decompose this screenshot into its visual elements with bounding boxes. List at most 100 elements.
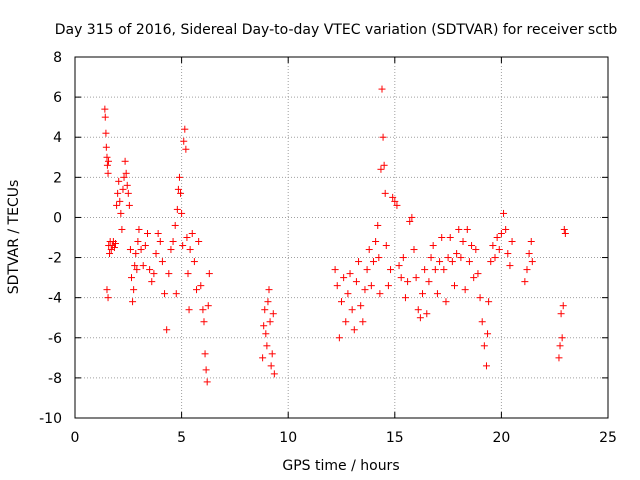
data-point — [384, 282, 392, 290]
data-point — [106, 250, 114, 258]
data-point — [103, 161, 111, 169]
data-point — [521, 278, 529, 286]
data-point — [442, 298, 450, 306]
y-tick-label: -4 — [48, 291, 62, 307]
data-point — [205, 270, 213, 278]
data-point — [156, 238, 164, 246]
data-point — [559, 302, 567, 310]
data-point — [264, 298, 272, 306]
data-point — [118, 225, 126, 233]
data-point — [408, 213, 416, 221]
data-point — [438, 234, 446, 241]
data-point — [122, 169, 130, 177]
y-tick-label: -10 — [39, 411, 62, 427]
data-point — [181, 125, 189, 133]
data-point — [433, 290, 441, 298]
data-point — [528, 258, 536, 266]
data-point — [463, 225, 471, 233]
data-point — [389, 193, 397, 201]
data-point — [146, 266, 154, 274]
data-point — [103, 153, 111, 161]
data-point — [472, 246, 480, 254]
x-tick-label: 25 — [599, 430, 617, 446]
data-point — [367, 282, 375, 290]
data-point — [154, 229, 162, 237]
data-point — [179, 242, 187, 250]
data-point — [399, 254, 407, 262]
data-point — [393, 201, 401, 209]
data-point — [167, 246, 175, 254]
y-tick-label: -8 — [48, 371, 62, 387]
data-point — [148, 278, 156, 286]
data-point — [125, 201, 133, 209]
data-point — [137, 246, 145, 254]
plot-frame — [74, 56, 609, 419]
data-point — [556, 342, 564, 350]
data-point — [116, 197, 124, 205]
data-point — [357, 302, 365, 310]
data-point — [484, 330, 492, 338]
data-point — [419, 290, 427, 298]
data-point — [361, 286, 369, 294]
data-point — [104, 157, 112, 165]
data-point — [269, 310, 277, 318]
data-points — [101, 85, 569, 386]
data-point — [338, 298, 345, 306]
y-tick-label: -2 — [48, 251, 62, 267]
data-point — [158, 258, 166, 266]
data-point — [266, 318, 274, 326]
x-tick-label: 15 — [386, 430, 404, 446]
data-point — [506, 262, 514, 270]
data-point — [171, 221, 179, 229]
grid — [75, 57, 608, 418]
data-point — [459, 238, 467, 246]
data-point — [355, 258, 363, 266]
data-point — [555, 354, 563, 362]
data-point — [190, 258, 198, 266]
data-point — [182, 145, 190, 153]
data-point — [129, 298, 137, 306]
data-point — [135, 225, 143, 233]
data-point — [340, 274, 348, 282]
data-point — [169, 238, 177, 246]
data-point — [465, 258, 473, 266]
data-point — [101, 113, 109, 121]
data-point — [163, 326, 171, 334]
data-point — [480, 342, 488, 350]
data-point — [504, 250, 512, 258]
data-point — [380, 161, 388, 169]
y-tick-label: -6 — [48, 331, 62, 347]
data-point — [487, 258, 495, 266]
data-point — [474, 270, 482, 278]
data-point — [139, 262, 147, 270]
y-tick-label: 2 — [53, 170, 62, 186]
data-point — [177, 189, 185, 197]
data-point — [395, 262, 403, 270]
data-point — [195, 238, 203, 246]
data-point — [450, 282, 458, 290]
data-point — [124, 189, 132, 197]
data-point — [150, 270, 158, 278]
data-point — [132, 250, 140, 258]
data-point — [365, 246, 373, 254]
data-point — [560, 225, 568, 233]
data-point — [262, 330, 270, 338]
data-point — [500, 209, 508, 217]
data-point — [378, 85, 386, 93]
data-point — [453, 250, 461, 258]
y-axis-label: SDTVAR / TECUs — [6, 180, 22, 295]
chart-title: Day 315 of 2016, Sidereal Day-to-day VTE… — [55, 22, 618, 38]
data-point — [359, 318, 367, 326]
data-point — [429, 242, 437, 250]
data-point — [117, 209, 125, 217]
data-point — [174, 185, 182, 193]
data-point — [104, 294, 112, 302]
data-point — [489, 242, 497, 250]
data-point — [130, 286, 138, 294]
data-point — [152, 250, 160, 258]
data-point — [188, 229, 196, 237]
data-point — [342, 318, 350, 326]
data-point — [267, 362, 275, 370]
data-point — [406, 217, 414, 225]
